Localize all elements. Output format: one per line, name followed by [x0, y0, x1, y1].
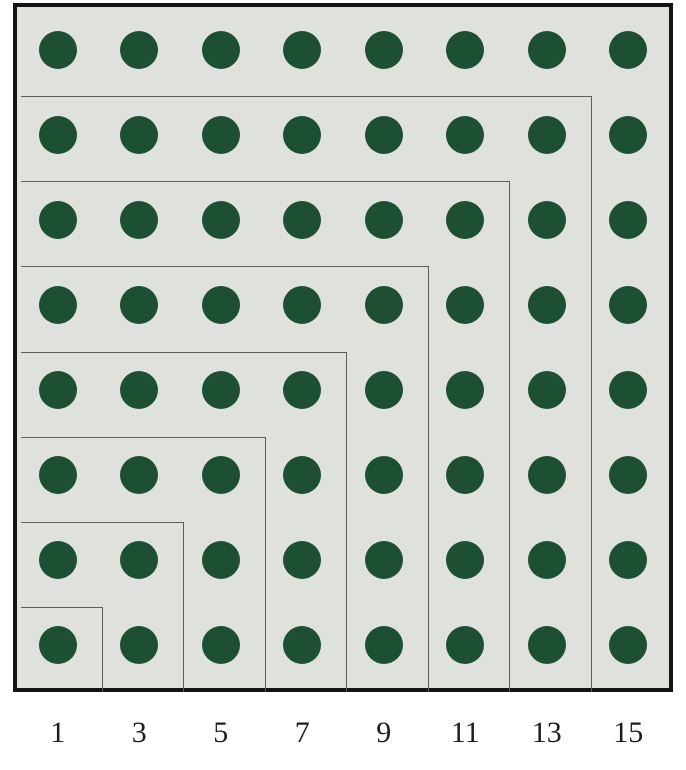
dot: [446, 201, 484, 239]
column-label: 3: [132, 716, 147, 750]
dot: [202, 371, 240, 409]
dot: [202, 286, 240, 324]
dot: [446, 371, 484, 409]
dot: [446, 116, 484, 154]
dot: [609, 371, 647, 409]
dot: [365, 31, 403, 69]
dot: [120, 626, 158, 664]
dot: [39, 541, 77, 579]
dot: [283, 201, 321, 239]
dot: [202, 456, 240, 494]
dot: [120, 541, 158, 579]
dot: [202, 116, 240, 154]
dot: [202, 31, 240, 69]
dot: [39, 31, 77, 69]
dot: [283, 286, 321, 324]
dot: [609, 116, 647, 154]
dot: [39, 116, 77, 154]
dot: [528, 31, 566, 69]
dot: [202, 201, 240, 239]
dot: [39, 626, 77, 664]
dot: [120, 201, 158, 239]
dot: [446, 541, 484, 579]
dot: [446, 456, 484, 494]
column-label: 7: [295, 716, 310, 750]
column-label: 9: [376, 716, 391, 750]
dot: [528, 456, 566, 494]
dot: [120, 371, 158, 409]
dot: [120, 31, 158, 69]
dot: [365, 286, 403, 324]
dot: [283, 31, 321, 69]
column-label: 13: [532, 716, 562, 750]
column-label: 15: [613, 716, 643, 750]
dot: [528, 371, 566, 409]
dot: [528, 541, 566, 579]
column-label: 5: [213, 716, 228, 750]
diagram-stage: 13579111315: [0, 0, 686, 770]
dot: [283, 456, 321, 494]
column-label: 11: [451, 716, 480, 750]
dot: [365, 456, 403, 494]
dot: [528, 286, 566, 324]
main-panel: [13, 3, 673, 692]
dot: [365, 201, 403, 239]
dot: [609, 541, 647, 579]
dot: [39, 371, 77, 409]
dot: [120, 286, 158, 324]
dot: [528, 116, 566, 154]
dot: [528, 626, 566, 664]
dot: [609, 456, 647, 494]
dot: [446, 626, 484, 664]
dot: [202, 541, 240, 579]
dot: [202, 626, 240, 664]
dot: [120, 456, 158, 494]
dot: [365, 626, 403, 664]
dot: [39, 286, 77, 324]
dot: [39, 201, 77, 239]
dot: [365, 541, 403, 579]
dot: [446, 31, 484, 69]
dot: [283, 541, 321, 579]
dot: [283, 371, 321, 409]
dot: [609, 31, 647, 69]
dot: [283, 116, 321, 154]
dot: [446, 286, 484, 324]
dot: [365, 116, 403, 154]
dot: [528, 201, 566, 239]
dot: [609, 286, 647, 324]
dot: [609, 626, 647, 664]
dot: [283, 626, 321, 664]
dot: [39, 456, 77, 494]
dot: [609, 201, 647, 239]
column-label: 1: [50, 716, 65, 750]
dot: [120, 116, 158, 154]
dot: [365, 371, 403, 409]
